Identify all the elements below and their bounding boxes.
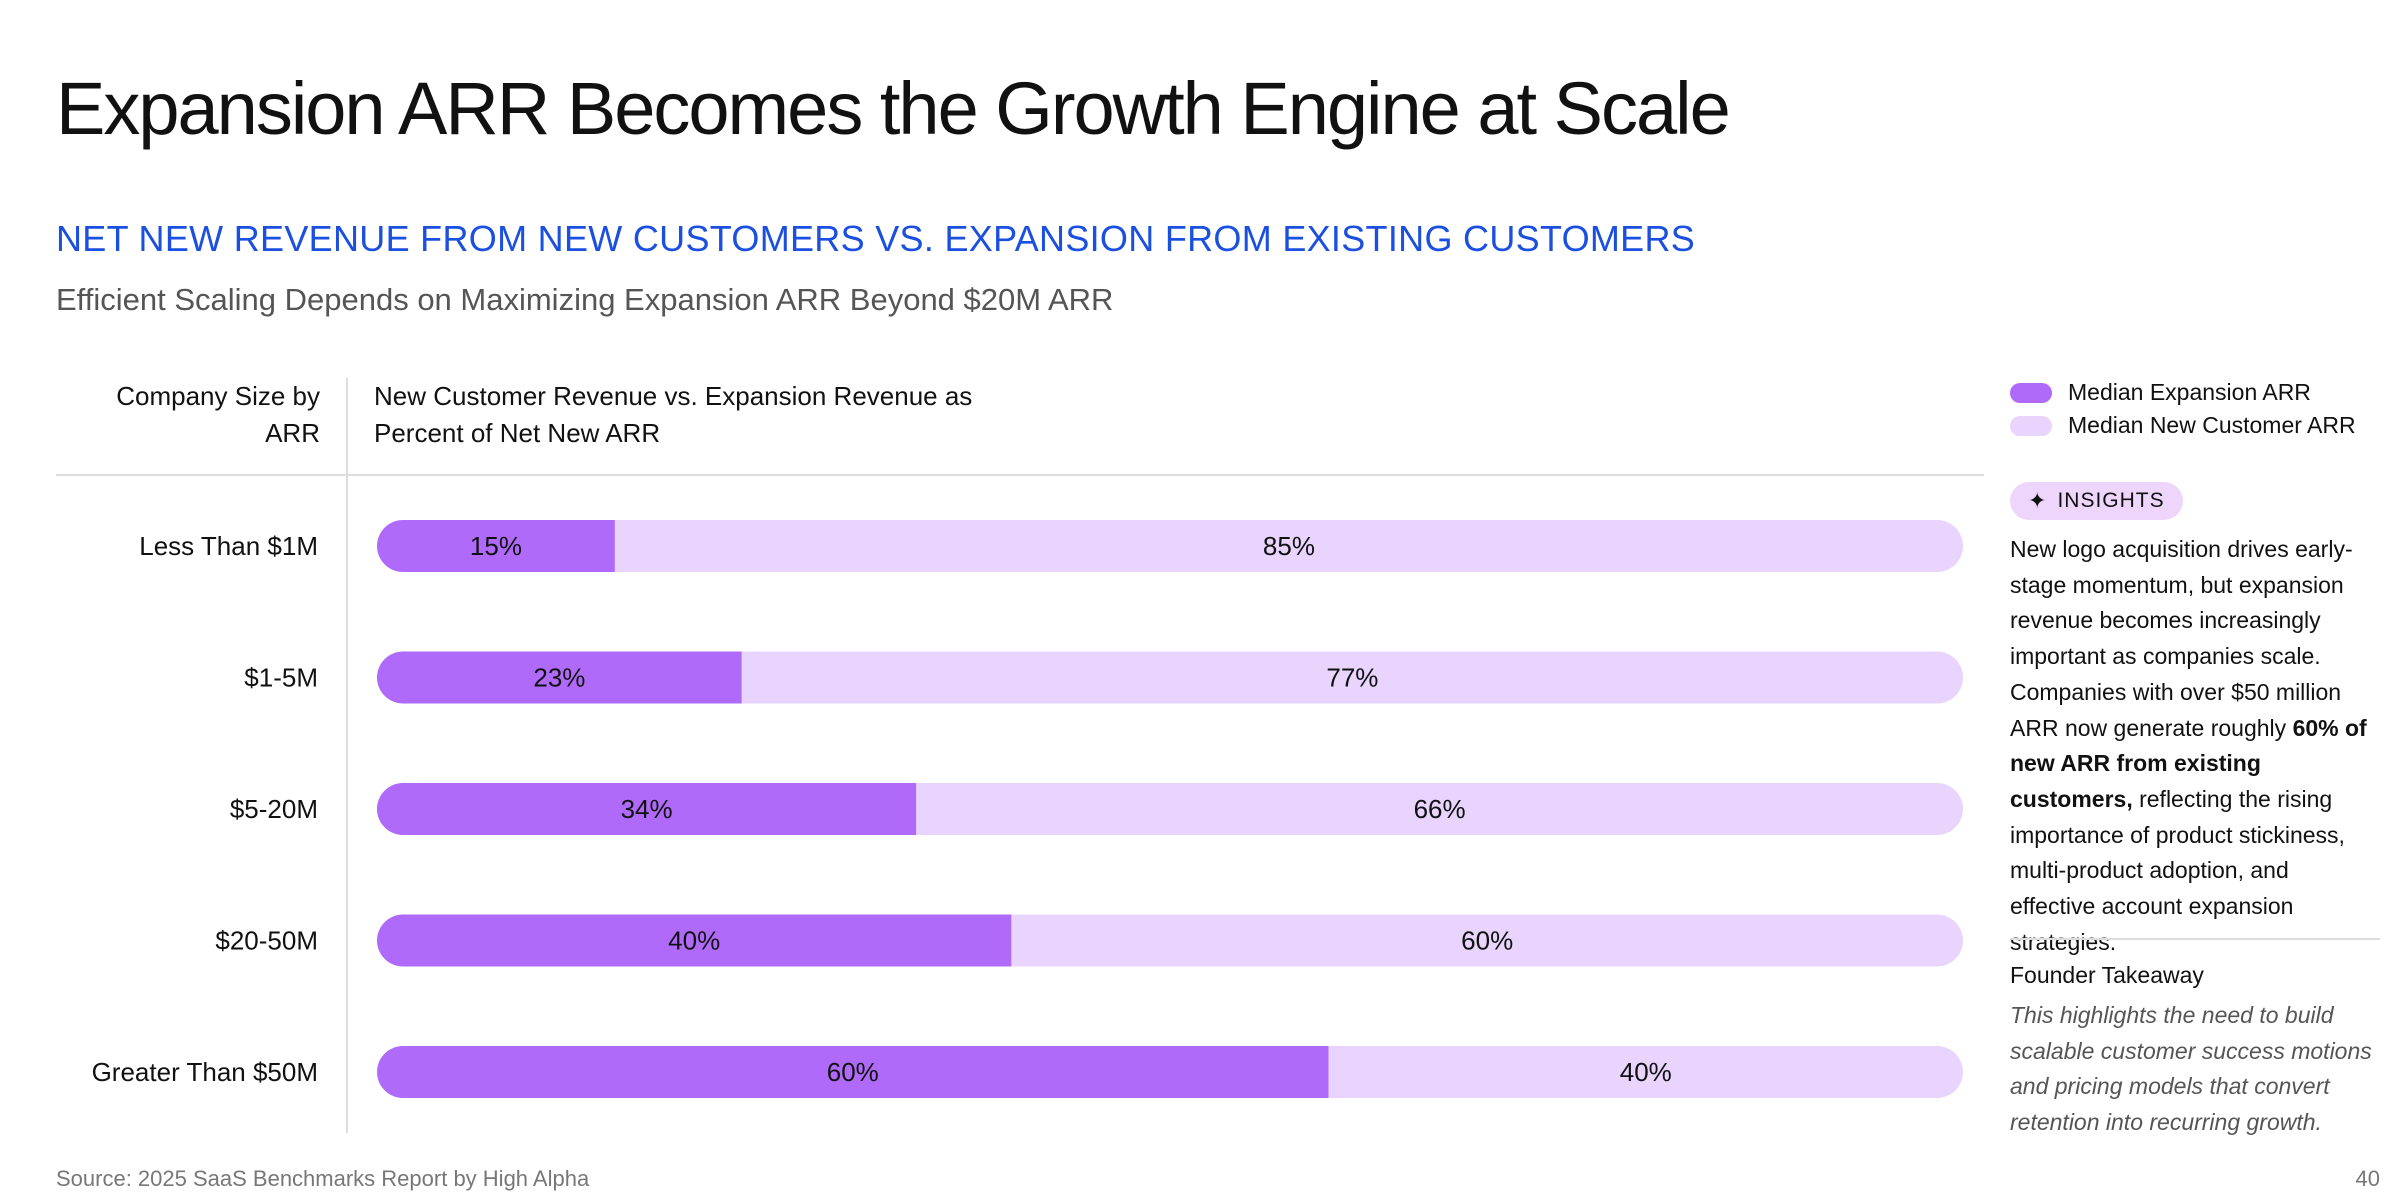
bar-value-new-customer: 66% <box>1414 794 1466 824</box>
page-number: 40 <box>2355 1166 2380 1191</box>
chart-tagline: Efficient Scaling Depends on Maximizing … <box>56 282 1114 317</box>
insights-badge: ✦ INSIGHTS <box>2010 482 2183 520</box>
bar-value-expansion: 23% <box>533 663 585 693</box>
bar-expansion <box>377 520 615 572</box>
header-divider <box>56 474 1984 476</box>
row-label: $5-20M <box>230 794 318 824</box>
bar-value-expansion: 34% <box>621 794 673 824</box>
bar-value-new-customer: 85% <box>1263 531 1315 561</box>
row-label: $1-5M <box>244 663 318 693</box>
bar-row <box>377 1046 1963 1098</box>
column-header-company-size: Company Size by ARR <box>116 381 320 448</box>
insights-text: New logo acquisition drives early-stage … <box>2010 532 2380 960</box>
bar-new-customer <box>916 783 1963 835</box>
bar-expansion <box>377 783 917 835</box>
source-note: Source: 2025 SaaS Benchmarks Report by H… <box>56 1166 590 1191</box>
legend-swatch-expansion <box>2010 382 2052 403</box>
legend-item-new-customer: Median New Customer ARR <box>2010 409 2356 442</box>
bar-row <box>377 783 1963 835</box>
bar-value-expansion: 40% <box>668 926 720 956</box>
legend-label-expansion: Median Expansion ARR <box>2068 379 2311 405</box>
bar-row <box>377 520 1963 572</box>
bar-expansion <box>377 651 742 704</box>
takeaway-text: This highlights the need to build scalab… <box>2010 1002 2372 1135</box>
insights-text-highlight: 60% of new ARR from existing customers, <box>2010 714 2367 812</box>
page-title: Expansion ARR Becomes the Growth Engine … <box>56 67 1731 150</box>
bar-value-expansion: 15% <box>470 531 522 561</box>
sidebar-divider <box>2010 938 2380 940</box>
bar-new-customer <box>741 651 1963 704</box>
legend-item-expansion: Median Expansion ARR <box>2010 376 2356 409</box>
row-label: Greater Than $50M <box>92 1057 318 1087</box>
takeaway-title: Founder Takeaway <box>2010 962 2204 988</box>
column-header-revenue-mix: New Customer Revenue vs. Expansion Reven… <box>374 381 973 448</box>
insights-text-part2: reflecting the rising importance of prod… <box>2010 785 2345 955</box>
bar-value-new-customer: 77% <box>1326 663 1378 693</box>
bar-row <box>377 914 1963 967</box>
insights-badge-label: INSIGHTS <box>2057 489 2165 512</box>
row-label: $20-50M <box>215 926 318 956</box>
bar-new-customer <box>1328 1046 1963 1098</box>
bar-new-customer <box>614 520 1963 572</box>
label-column-divider <box>346 378 348 1133</box>
chart-subtitle: NET NEW REVENUE FROM NEW CUSTOMERS VS. E… <box>56 218 1696 259</box>
bar-expansion <box>377 914 1012 967</box>
bar-new-customer <box>1011 914 1963 967</box>
sparkle-icon: ✦ <box>2028 488 2048 513</box>
chart-legend: Median Expansion ARR Median New Customer… <box>2010 376 2356 442</box>
bar-row <box>377 651 1963 704</box>
bar-value-expansion: 60% <box>827 1057 879 1087</box>
row-label: Less Than $1M <box>139 531 318 561</box>
bar-expansion <box>377 1046 1329 1098</box>
legend-swatch-new-customer <box>2010 415 2052 436</box>
legend-label-new-customer: Median New Customer ARR <box>2068 412 2356 438</box>
insights-text-part1: New logo acquisition drives early-stage … <box>2010 536 2353 741</box>
bar-value-new-customer: 40% <box>1620 1057 1672 1087</box>
bar-value-new-customer: 60% <box>1461 926 1513 956</box>
